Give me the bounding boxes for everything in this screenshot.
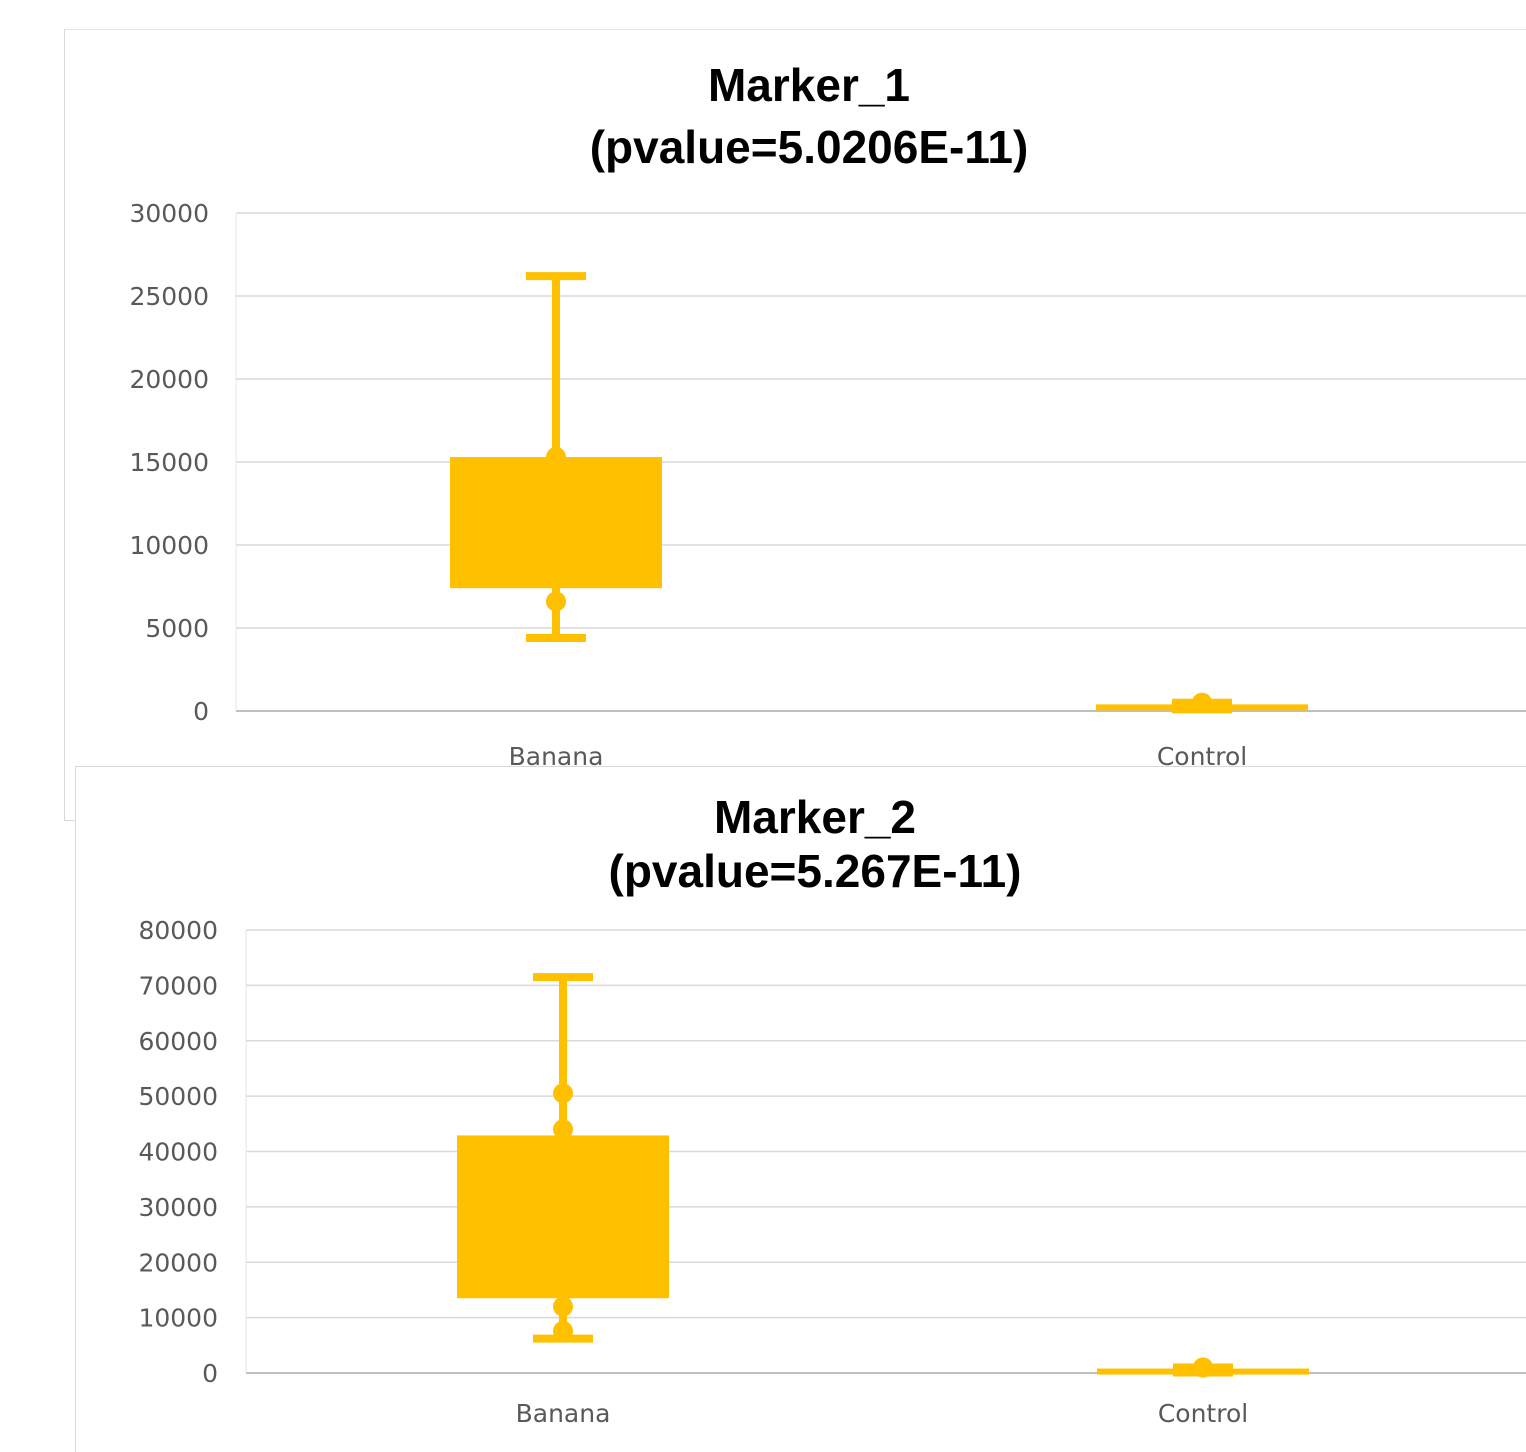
y-tick-label: 0 bbox=[202, 1359, 218, 1388]
y-tick-label: 40000 bbox=[138, 1138, 218, 1167]
y-tick-label: 70000 bbox=[138, 971, 218, 1000]
x-category-label: Banana bbox=[516, 1399, 611, 1428]
y-tick-label: 10000 bbox=[138, 1304, 218, 1333]
y-tick-label: 80000 bbox=[138, 916, 218, 945]
box-iqr bbox=[450, 457, 662, 589]
data-point bbox=[553, 1083, 573, 1104]
chart-title-line-2: (pvalue=5.0206E-11) bbox=[590, 121, 1029, 173]
data-point bbox=[1193, 1357, 1213, 1378]
data-point bbox=[546, 447, 566, 468]
y-tick-label: 30000 bbox=[129, 199, 209, 228]
chart-title-line-2: (pvalue=5.267E-11) bbox=[609, 845, 1022, 897]
data-point bbox=[553, 1296, 573, 1317]
y-tick-label: 20000 bbox=[138, 1248, 218, 1277]
y-tick-label: 50000 bbox=[138, 1082, 218, 1111]
chart-panel-marker-1: Marker_1 (pvalue=5.0206E-11) 30000 25000… bbox=[64, 29, 1526, 821]
y-tick-label: 25000 bbox=[129, 282, 209, 311]
y-tick-label: 30000 bbox=[138, 1193, 218, 1222]
chart-title-line-1: Marker_2 bbox=[714, 791, 916, 843]
box-iqr bbox=[457, 1135, 669, 1299]
x-category-label: Control bbox=[1158, 1399, 1248, 1428]
chart-panel-marker-2: Marker_2 (pvalue=5.267E-11) 80000 70000 … bbox=[75, 766, 1526, 1452]
chart-title-line-1: Marker_1 bbox=[708, 59, 910, 111]
marker-1-chart: Marker_1 (pvalue=5.0206E-11) 30000 25000… bbox=[129, 59, 1526, 771]
marker-2-chart: Marker_2 (pvalue=5.267E-11) 80000 70000 … bbox=[138, 791, 1526, 1428]
data-point bbox=[546, 591, 566, 612]
y-tick-label: 60000 bbox=[138, 1027, 218, 1056]
y-tick-label: 5000 bbox=[145, 614, 209, 643]
data-point bbox=[1192, 692, 1212, 713]
data-point bbox=[553, 1119, 573, 1140]
y-tick-label: 20000 bbox=[129, 365, 209, 394]
y-tick-label: 15000 bbox=[129, 448, 209, 477]
y-tick-label: 0 bbox=[193, 697, 209, 726]
data-point bbox=[553, 1320, 573, 1341]
y-tick-label: 10000 bbox=[129, 531, 209, 560]
